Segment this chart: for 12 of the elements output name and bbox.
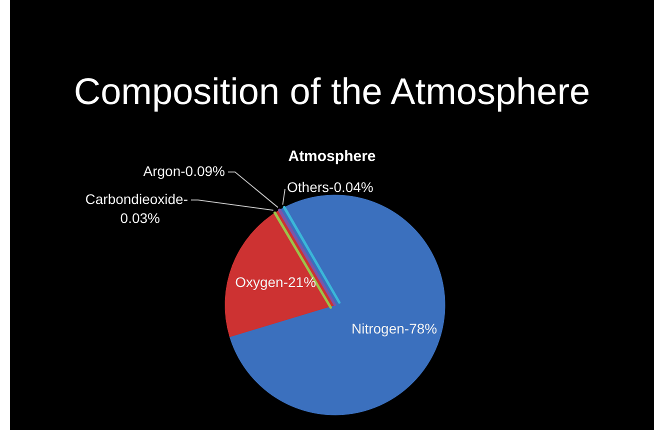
- data-label: 0.03%: [120, 210, 160, 226]
- data-label: 78%: [409, 320, 438, 336]
- chart-title: Composition of the Atmosphere: [72, 70, 592, 114]
- slice-label: Carbondieoxide-: [85, 191, 188, 207]
- slice-label: Oxygen-: [235, 274, 288, 290]
- slice-label: Nitrogen-: [352, 320, 410, 336]
- data-label: 21%: [288, 274, 316, 290]
- slice-label: Argon-: [143, 163, 186, 179]
- slice-label: Others-: [287, 179, 334, 195]
- chart-subtitle: Atmosphere: [288, 148, 376, 165]
- data-label: 0.09%: [185, 163, 225, 179]
- data-label: 0.04%: [334, 179, 374, 195]
